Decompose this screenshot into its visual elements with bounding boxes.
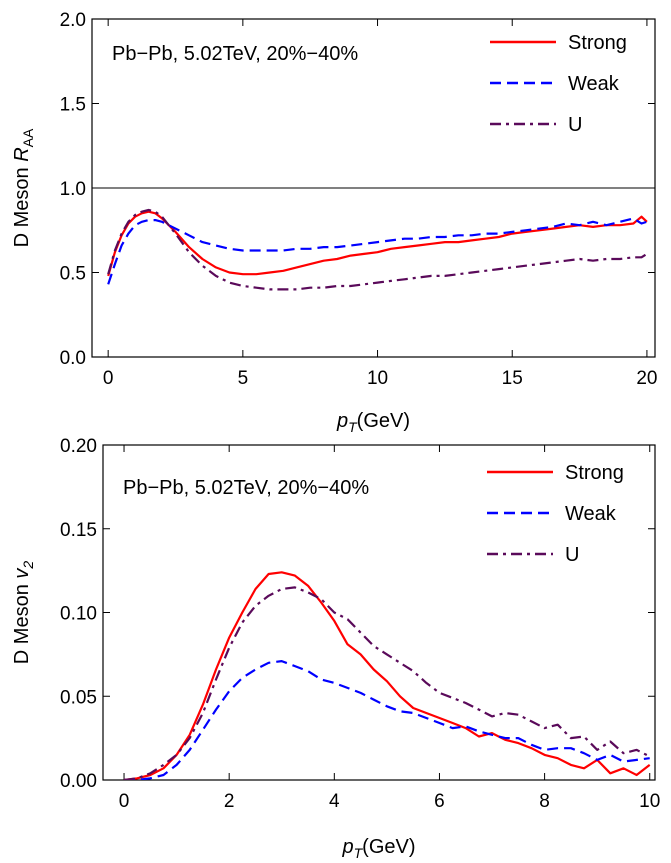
legend-label-strong: Strong xyxy=(568,32,627,54)
legend-label-weak: Weak xyxy=(568,73,620,95)
chart-1: 0 5 10 15 20 0.0 0.5 1.0 1.5 2.0 pT(GeV) D Meson RA… xyxy=(11,10,657,435)
y-tick-label: 0.15 xyxy=(60,520,97,541)
x-axis-title-sub: T xyxy=(354,845,364,861)
x-axis-title: pT(GeV) xyxy=(341,836,415,861)
series-line-u xyxy=(107,208,648,291)
y-tick-label: 0.10 xyxy=(60,604,97,625)
x-tick-label: 20 xyxy=(636,368,657,389)
chart-2: 0 2 4 6 8 10 0.00 0.05 0.10 0.15 0.20 pT(GeV) D Meso… xyxy=(11,436,660,861)
y-tick-label: 0.5 xyxy=(60,264,86,285)
y-tick-label: 0.05 xyxy=(60,687,97,708)
legend-label-u: U xyxy=(568,114,582,136)
x-tick-label: 8 xyxy=(539,791,550,812)
y-axis-title-var: R xyxy=(11,147,33,161)
panel-annotation: Pb−Pb, 5.02TeV, 20%−40% xyxy=(123,477,369,499)
panel-annotation: Pb−Pb, 5.02TeV, 20%−40% xyxy=(112,43,358,65)
x-tick-label: 5 xyxy=(238,368,249,389)
x-tick-label: 15 xyxy=(502,368,523,389)
x-tick-label: 0 xyxy=(119,791,130,812)
legend-label-strong: Strong xyxy=(565,462,624,484)
series-line-u xyxy=(123,586,651,780)
y-axis-title-main: D Meson xyxy=(11,579,33,665)
x-axis-title: pT(GeV) xyxy=(336,410,410,435)
y-tick-label: 0.20 xyxy=(60,436,97,457)
x-axis-title-unit: (GeV) xyxy=(362,836,415,858)
y-axis-title: D Meson v2 xyxy=(11,561,36,665)
x-tick-label: 6 xyxy=(434,791,445,812)
legend-label-weak: Weak xyxy=(565,503,617,525)
series-line-weak xyxy=(107,217,648,285)
y-axis-title-var: v xyxy=(11,568,33,579)
series-line-strong xyxy=(107,210,648,277)
x-axis-title-var: p xyxy=(341,836,353,858)
series-line-strong xyxy=(123,571,651,780)
y-tick-label: 1.0 xyxy=(60,179,86,200)
x-tick-label: 10 xyxy=(639,791,660,812)
y-tick-label: 2.0 xyxy=(60,10,86,31)
x-tick-label: 2 xyxy=(224,791,235,812)
y-tick-label: 0.00 xyxy=(60,771,97,792)
y-axis-title-main: D Meson xyxy=(11,162,33,248)
y-axis-title-sub: 2 xyxy=(20,561,36,570)
x-tick-label: 10 xyxy=(367,368,388,389)
y-axis-title-sub: AA xyxy=(20,128,36,147)
x-axis-title-unit: (GeV) xyxy=(357,410,410,432)
y-tick-label: 0.0 xyxy=(60,348,86,369)
x-tick-label: 0 xyxy=(103,368,114,389)
legend-label-u: U xyxy=(565,544,579,566)
x-axis-title-sub: T xyxy=(348,419,358,435)
x-axis-title-var: p xyxy=(336,410,348,432)
y-axis-title: D Meson RAA xyxy=(11,128,36,247)
series-line-weak xyxy=(124,659,650,780)
y-tick-label: 1.5 xyxy=(60,95,86,116)
x-tick-label: 4 xyxy=(329,791,340,812)
